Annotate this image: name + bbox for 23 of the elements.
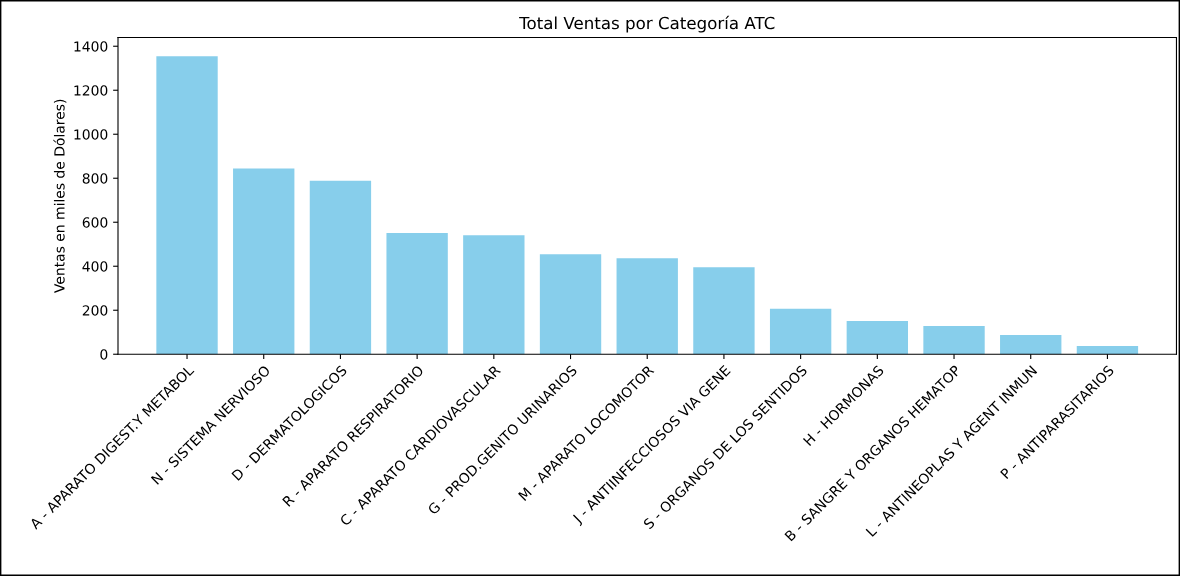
y-tick-label: 0	[100, 349, 108, 360]
bar	[846, 321, 909, 355]
y-tick-label: 600	[82, 217, 108, 228]
chart-title: Total Ventas por Categoría ATC	[519, 15, 775, 33]
bar	[923, 326, 985, 355]
bar	[769, 308, 832, 355]
bar	[233, 168, 295, 355]
bar	[616, 258, 678, 355]
bar	[386, 233, 448, 355]
bar	[693, 267, 755, 355]
y-tick-label: 200	[82, 305, 108, 316]
bar	[1000, 335, 1062, 355]
bar	[309, 180, 372, 355]
bar	[539, 254, 602, 355]
bar	[463, 235, 525, 355]
y-tick-label: 1200	[74, 85, 108, 96]
y-tick-label: 800	[82, 173, 108, 184]
y-tick-label: 400	[82, 261, 108, 272]
bar	[156, 56, 218, 355]
y-axis-title: Ventas en miles de Dólares)	[53, 99, 67, 293]
y-tick-label: 1400	[74, 41, 108, 52]
bar	[1076, 346, 1139, 355]
y-tick-label: 1000	[74, 129, 108, 140]
